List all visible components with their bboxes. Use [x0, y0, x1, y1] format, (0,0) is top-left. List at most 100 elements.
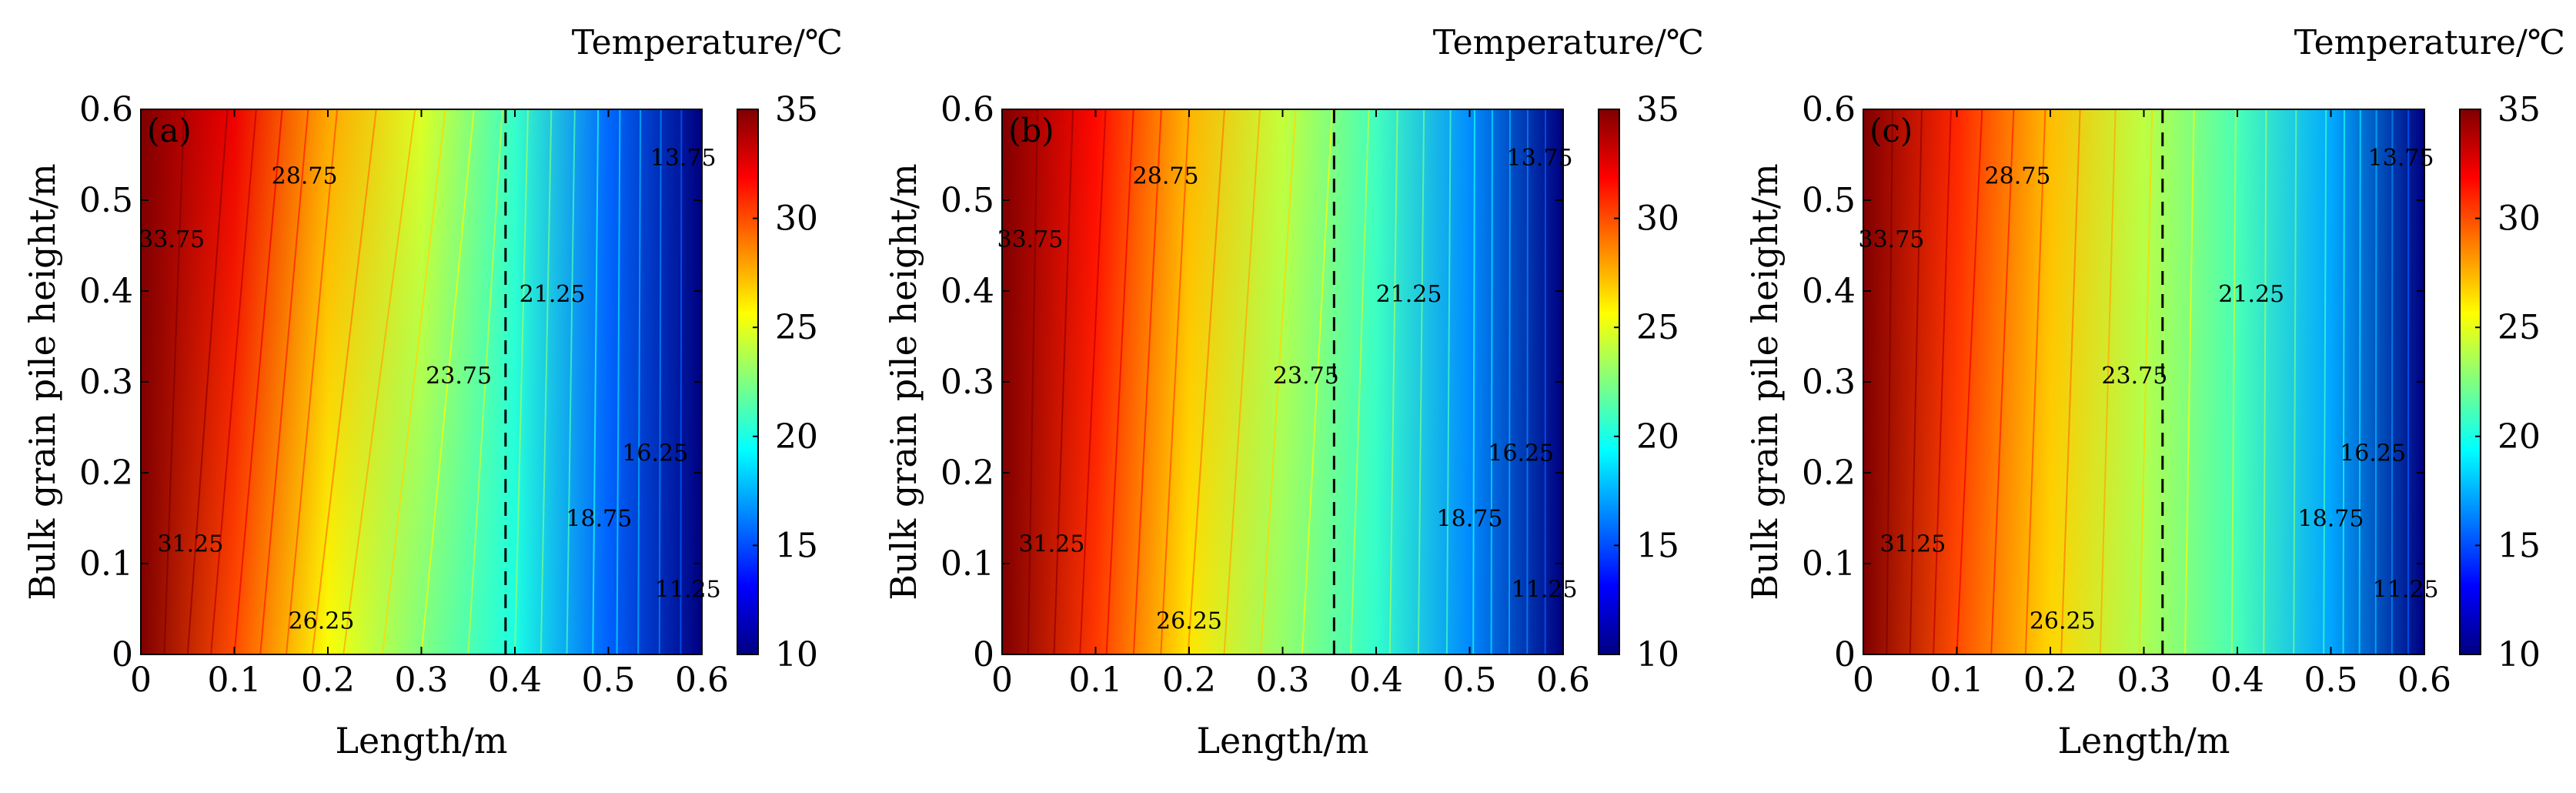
panel-tag: (a): [147, 112, 192, 149]
y-tick-label: 0.5: [79, 181, 133, 220]
contour-line: [1445, 109, 1452, 655]
contour-label: 11.25: [2373, 576, 2439, 603]
y-tick-label: 0: [112, 635, 133, 674]
y-tick-label: 0.3: [79, 363, 133, 402]
colorbar: 10 15 20 25 30 35 Temperature/℃: [2294, 23, 2565, 674]
colorbar-tick-label: 35: [775, 90, 818, 129]
y-tick-label: 0.1: [941, 544, 994, 584]
contour-line: [1301, 109, 1334, 655]
panel-tag: (b): [1008, 112, 1054, 149]
contour-label: 11.25: [1512, 576, 1578, 603]
colorbar: 10 15 20 25 30 35 Temperature/℃: [1433, 23, 1704, 674]
contour-line: [2183, 109, 2195, 655]
contour-lines: [163, 109, 683, 655]
contour-line: [2060, 109, 2081, 655]
contour-line: [566, 109, 576, 655]
contour-line: [381, 109, 446, 655]
contour-label: 13.75: [2368, 145, 2434, 172]
contour-lines: [1027, 109, 1546, 655]
colorbar-gradient: [737, 109, 759, 655]
colorbar-tick-label: 35: [2497, 90, 2541, 129]
y-tick-label: 0.4: [941, 272, 994, 311]
y-tick-label: 0.1: [79, 544, 133, 584]
y-tick-label: 0.5: [1802, 181, 1856, 220]
colorbar-tick-label: 30: [775, 199, 818, 239]
contour-label: 21.25: [2218, 281, 2284, 308]
contour-line: [2293, 109, 2297, 655]
x-tick-label: 0: [130, 661, 152, 700]
y-tick-label: 0.6: [1802, 90, 1856, 129]
contour-line: [2374, 109, 2377, 655]
temperature-heatmap: [141, 109, 702, 654]
contour-line: [1160, 109, 1190, 655]
y-axis-label: Bulk grain pile height/m: [1744, 163, 1786, 600]
y-tick-label: 0.6: [941, 90, 994, 129]
contour-line: [1956, 109, 1983, 655]
contour-line: [1350, 109, 1370, 655]
colorbar-gradient: [2459, 109, 2481, 655]
contour-line: [311, 109, 377, 655]
x-tick-label: 0.6: [2397, 661, 2451, 700]
contour-line: [680, 109, 683, 655]
x-tick-label: 0.1: [208, 661, 262, 700]
contour-line: [2263, 109, 2267, 655]
colorbar-tick-label: 25: [2497, 308, 2541, 347]
temperature-heatmap: [1002, 109, 1563, 654]
y-tick-label: 0.3: [1802, 363, 1856, 402]
x-tick-label: 0.1: [1930, 661, 1984, 700]
contour-line: [2099, 109, 2117, 655]
colorbar-tick-label: 20: [2497, 417, 2541, 457]
x-tick-label: 0.5: [2304, 661, 2358, 700]
contour-label: 28.75: [1985, 163, 2051, 190]
panel-3: 33.75 31.25 28.75 26.25 23.75 21.25 18.75 16.25…: [1744, 23, 2565, 761]
contour-line: [1132, 109, 1162, 655]
contour-label: 16.25: [1488, 440, 1554, 467]
contour-line: [2391, 109, 2394, 655]
contour-line: [1886, 109, 1893, 655]
y-tick-label: 0: [973, 635, 994, 674]
panel-tag: (c): [1869, 112, 1913, 149]
y-tick-label: 0.1: [1802, 544, 1856, 584]
x-tick-label: 0.5: [1443, 661, 1497, 700]
contour-line: [540, 109, 553, 655]
contour-line: [1187, 109, 1226, 655]
y-tick-label: 0.2: [941, 453, 994, 493]
colorbar-tick-label: 30: [2497, 199, 2541, 239]
contour-line: [467, 109, 503, 655]
x-axis-label: Length/m: [335, 720, 507, 761]
contour-label: 28.75: [272, 163, 338, 190]
panel-1: 33.75 31.25 28.75 26.25 23.75 21.25 18.75 16.25…: [22, 23, 843, 761]
x-tick-label: 0.4: [488, 661, 542, 700]
contour-label: 33.75: [1859, 226, 1925, 253]
colorbar-tick-label: 15: [2497, 526, 2541, 565]
colorbar-title: Temperature/℃: [2294, 23, 2565, 62]
contour-label: 23.75: [1273, 363, 1339, 390]
contour-label: 23.75: [2101, 363, 2167, 390]
x-tick-label: 0.1: [1069, 661, 1123, 700]
x-tick-label: 0.6: [675, 661, 729, 700]
x-tick-label: 0.2: [2023, 661, 2077, 700]
y-tick-label: 0.4: [1802, 272, 1856, 311]
contour-label: 23.75: [426, 363, 492, 390]
colorbar-tick-label: 20: [1636, 417, 1679, 457]
contour-line: [2230, 109, 2237, 655]
contour-line: [210, 109, 257, 655]
contour-label: 31.25: [1018, 530, 1084, 557]
panel-2: 33.75 31.25 28.75 26.25 23.75 21.25 18.75 16.25…: [883, 23, 1704, 761]
contour-line: [259, 109, 309, 655]
y-tick-label: 0.2: [79, 453, 133, 493]
colorbar-tick-label: 30: [1636, 199, 1679, 239]
contour-lines: [1886, 109, 2410, 655]
colorbar: 10 15 20 25 30 35 Temperature/℃: [572, 23, 843, 674]
contour-line: [616, 109, 621, 655]
contour-line: [1526, 109, 1529, 655]
y-tick-label: 0.5: [941, 181, 994, 220]
contour-label: 16.25: [2340, 440, 2406, 467]
contour-line: [1105, 109, 1134, 655]
contour-label: 26.25: [1156, 608, 1222, 635]
x-tick-label: 0.2: [1162, 661, 1216, 700]
contour-label: 18.75: [2298, 505, 2364, 532]
contour-line: [2323, 109, 2327, 655]
colorbar-tick-label: 15: [1636, 526, 1679, 565]
contour-line: [233, 109, 283, 655]
